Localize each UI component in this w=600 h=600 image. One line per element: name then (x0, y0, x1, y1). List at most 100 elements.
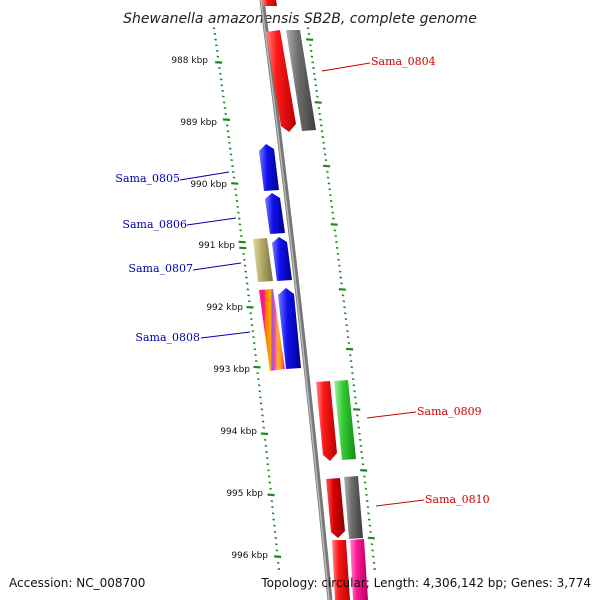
minor-tick (243, 258, 246, 261)
minor-tick (323, 153, 327, 156)
minor-tick (333, 229, 337, 232)
gene-multi-sama-0808[interactable] (259, 289, 285, 371)
minor-tick (273, 530, 277, 533)
minor-tick (214, 38, 217, 41)
minor-tick (274, 537, 277, 540)
minor-tick (239, 229, 242, 232)
minor-tick (232, 176, 236, 179)
minor-tick (253, 348, 257, 351)
minor-tick (224, 112, 227, 115)
kbp-tick-labels: 988 kbp 989 kbp 990 kbp 991 kbp 992 kbp … (171, 56, 268, 561)
gene-label-sama-0806[interactable]: Sama_0806 (122, 218, 187, 231)
minor-tick (336, 252, 340, 255)
gene-label-sama-0809[interactable]: Sama_0809 (417, 405, 482, 418)
minor-tick (356, 414, 359, 417)
minor-tick (347, 342, 351, 345)
minor-tick (235, 199, 239, 202)
major-tick (267, 493, 275, 497)
minor-tick (326, 176, 330, 179)
topology-text: Topology: circular; Length: 4,306,142 bp… (260, 576, 591, 590)
minor-tick (367, 512, 370, 515)
minor-tick (368, 524, 372, 527)
major-tick (260, 432, 269, 436)
minor-tick (328, 188, 331, 191)
minor-tick (231, 170, 235, 173)
gene-label-sama-0805[interactable]: Sama_0805 (115, 172, 180, 185)
minor-tick (361, 457, 364, 460)
minor-tick (331, 211, 334, 214)
minor-tick (320, 124, 323, 127)
gene-label-sama-0810[interactable]: Sama_0810 (425, 493, 490, 506)
minor-tick (265, 451, 268, 454)
minor-tick (221, 89, 224, 92)
tick-label-991: 991 kbp (198, 241, 235, 251)
accession-text: Accession: NC_008700 (9, 576, 145, 590)
minor-tick (309, 44, 312, 47)
gene-green-sama-0809[interactable] (334, 380, 356, 460)
minor-tick (318, 112, 321, 115)
minor-tick (329, 194, 332, 197)
minor-tick (367, 518, 371, 521)
minor-tick (262, 426, 266, 429)
minor-tick (340, 282, 343, 285)
gene-label-sama-0804[interactable]: Sama_0804 (371, 55, 436, 68)
minor-tick (323, 147, 326, 150)
gene-blue-sama-0806[interactable] (265, 193, 285, 234)
gene-gray-sama-0810[interactable] (344, 476, 363, 539)
major-tick (338, 288, 346, 291)
tick-label-993: 993 kbp (213, 365, 250, 375)
minor-tick (372, 561, 376, 564)
major-tick (246, 305, 254, 309)
minor-tick (245, 282, 249, 285)
major-tick (215, 61, 223, 64)
minor-tick (330, 205, 334, 208)
minor-tick (216, 55, 220, 58)
gene-pink-bottom-partial[interactable] (350, 539, 368, 600)
minor-tick (275, 543, 278, 546)
minor-tick (259, 402, 263, 405)
minor-tick (322, 141, 325, 144)
minor-tick (265, 457, 269, 460)
gene-label-sama-0808[interactable]: Sama_0808 (135, 331, 200, 344)
minor-tick (306, 27, 310, 30)
minor-tick (314, 84, 318, 87)
minor-tick (335, 241, 338, 244)
minor-tick (337, 258, 340, 261)
minor-tick (261, 420, 265, 423)
major-tick (323, 164, 331, 168)
gene-red-bottom-partial[interactable] (332, 540, 350, 600)
minor-tick (259, 396, 262, 399)
minor-tick (342, 300, 346, 303)
minor-tick (277, 568, 281, 571)
tick-label-992: 992 kbp (206, 303, 243, 313)
gene-red-sama-0809[interactable] (316, 381, 337, 461)
minor-tick (215, 49, 219, 52)
minor-tick (220, 84, 224, 87)
minor-tick (243, 264, 247, 267)
gene-blue-sama-0805[interactable] (259, 144, 279, 191)
gene-features (253, 0, 368, 600)
minor-tick (213, 32, 217, 35)
gene-gray-sama-0804[interactable] (286, 30, 316, 131)
minor-tick (215, 44, 218, 47)
major-tick (231, 182, 239, 185)
minor-tick (316, 95, 319, 98)
gene-red-sama-0804[interactable] (266, 30, 296, 132)
minor-tick (350, 366, 353, 369)
minor-tick (321, 136, 325, 139)
gene-blue-sama-0808[interactable] (278, 288, 301, 369)
minor-tick (324, 159, 328, 162)
minor-tick (234, 194, 238, 197)
minor-tick (228, 147, 232, 150)
minor-tick (270, 500, 274, 503)
major-tick (330, 223, 338, 226)
gene-label-sama-0807[interactable]: Sama_0807 (128, 262, 193, 275)
gene-khaki-sama-0807[interactable] (253, 238, 273, 282)
minor-tick (343, 312, 347, 315)
tick-label-994: 994 kbp (220, 427, 257, 437)
gene-red-top-partial[interactable] (262, 0, 277, 6)
gene-blue-sama-0807[interactable] (272, 237, 292, 281)
minor-tick (223, 107, 227, 110)
gene-darkred-sama-0810[interactable] (326, 478, 345, 538)
